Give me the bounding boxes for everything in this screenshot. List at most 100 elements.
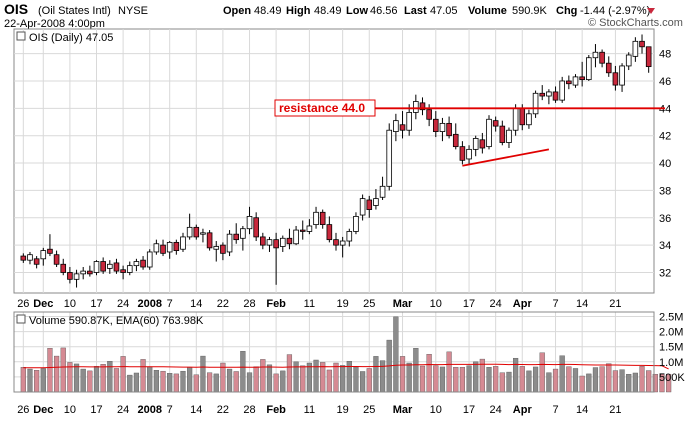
open-value: 48.49 (254, 5, 282, 17)
volume-x-tick-label: Apr (513, 404, 533, 416)
candle-body (146, 251, 153, 268)
candle-body (519, 107, 526, 126)
candle-body (80, 270, 86, 275)
volume-bar (413, 348, 419, 393)
volume-x-tick-label: Feb (266, 404, 286, 416)
volume-bar (306, 362, 312, 393)
x-axis-labels: 26 Dec 10 17 24 2008 7 14 22 28 Feb 11 19 25 Mar 10 17 24… (17, 298, 621, 310)
volume-bar (73, 363, 80, 393)
candles (20, 34, 652, 288)
candle-body (319, 211, 326, 226)
volume-bar (532, 366, 539, 393)
candle-body (73, 273, 80, 280)
volume-bar (93, 366, 100, 393)
candle-body (386, 129, 393, 187)
date-label: 22-Apr-2008 4:00pm (4, 18, 105, 30)
price-panel (13, 28, 655, 294)
ema-line (23, 363, 669, 370)
volume-bar (526, 370, 532, 393)
volume-bar (612, 370, 619, 393)
volume-bar (333, 362, 339, 393)
candle-body (140, 259, 146, 268)
volume-bar (127, 374, 133, 393)
candle-body (406, 112, 412, 131)
last-label: Last (404, 5, 427, 17)
open-label: Open (223, 5, 251, 17)
volume-x-tick-label: Dec (33, 404, 53, 416)
exchange-label: NYSE (118, 5, 148, 17)
volume-panel (13, 311, 655, 393)
volume-bar (619, 369, 625, 393)
volume-bar (213, 373, 219, 393)
volume-x-tick-label: 26 (17, 404, 29, 416)
candle-body (193, 226, 200, 238)
volume-bar (546, 372, 552, 393)
volume-x-tick-label: 25 (363, 404, 375, 416)
candle-body (472, 138, 479, 150)
volume-bar (646, 370, 652, 393)
candle-body (379, 185, 386, 198)
candle-body (93, 261, 100, 273)
x-tick-label: 28 (243, 298, 255, 310)
volume-bar (399, 356, 406, 393)
down-arrow-icon (647, 8, 655, 14)
volume-tick-label: 2.5M (659, 312, 683, 324)
candle-body (113, 262, 120, 272)
x-tick-label: Feb (266, 298, 286, 310)
price-tick-label: 32 (659, 267, 671, 279)
volume-bar (253, 366, 259, 393)
chg-value: -1.44 (-2.97%) (580, 5, 650, 17)
volume-bar (326, 369, 332, 393)
volume-bar (639, 366, 645, 393)
candle-body (313, 211, 319, 226)
candle-body (353, 215, 359, 232)
x-tick-label: 10 (64, 298, 76, 310)
candle-body (53, 254, 60, 265)
candle-body (479, 139, 486, 149)
candle-body (339, 240, 346, 246)
price-legend: OIS (Daily) 47.05 (29, 32, 113, 44)
x-tick-label: 7 (167, 298, 173, 310)
price-tick-label: 48 (659, 49, 671, 61)
candle-body (186, 226, 193, 238)
volume-bar (140, 359, 146, 393)
volume-bar (586, 373, 592, 393)
volume-bar (513, 357, 519, 393)
volume-bar (406, 362, 412, 393)
x-tick-label: 22 (217, 298, 229, 310)
volume-bar (340, 365, 346, 393)
x-tick-label: 2008 (137, 298, 161, 310)
volume-bar (273, 373, 279, 393)
volume-label: Volume (468, 5, 507, 17)
volume-x-tick-label: 22 (217, 404, 229, 416)
volume-bar (313, 359, 319, 393)
volume-value: 590.9K (512, 5, 548, 17)
volume-bar (552, 368, 559, 393)
candle-body (526, 113, 532, 126)
candle-body (366, 199, 373, 210)
volume-x-tick-label: 11 (304, 404, 315, 416)
x-tick-label: Mar (393, 298, 413, 310)
volume-bar (439, 366, 446, 393)
price-tick-label: 36 (659, 213, 671, 225)
candle-body (293, 229, 299, 245)
candle-body (512, 107, 519, 131)
volume-bar (160, 370, 166, 393)
volume-bar (193, 374, 199, 393)
volume-bar (60, 347, 66, 393)
candle-body (166, 241, 173, 253)
candle-body (226, 233, 233, 253)
x-tick-label: Dec (33, 298, 53, 310)
volume-bar (80, 368, 86, 393)
x-tick-label: 21 (609, 298, 621, 310)
volume-x-tick-label: 19 (337, 404, 349, 416)
volume-bar (659, 373, 665, 393)
volume-x-tick-label: 14 (576, 404, 588, 416)
candle-body (47, 248, 53, 254)
candle-body (466, 148, 472, 160)
volume-bar (200, 355, 206, 393)
candle-body (426, 109, 432, 120)
volume-x-tick-label: 7 (552, 404, 558, 416)
volume-bar (87, 370, 93, 393)
volume-bar (652, 373, 658, 393)
